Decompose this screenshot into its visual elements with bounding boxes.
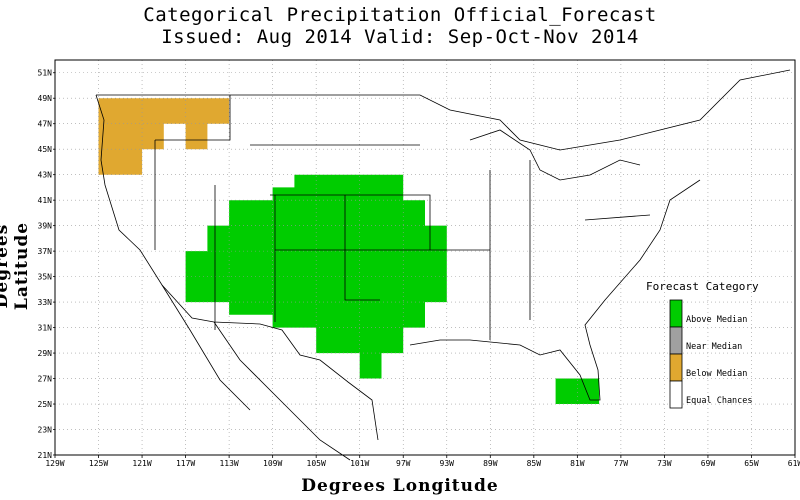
legend-swatch: [669, 299, 683, 328]
x-tick-label: 109W: [263, 459, 282, 468]
x-tick-label: 101W: [350, 459, 369, 468]
great-lakes: [469, 129, 641, 181]
us-boundary-west: [95, 94, 379, 441]
plot-frame: [54, 59, 796, 456]
y-tick-label: 43N: [38, 171, 53, 180]
baja-peninsula: [161, 284, 251, 411]
boundaries: [95, 69, 791, 461]
x-tick-label: 77W: [614, 459, 629, 468]
x-tick-label: 97W: [396, 459, 411, 468]
state-line-1: [155, 95, 231, 141]
x-tick-label: 61W: [788, 459, 800, 468]
map-title-line-2: Issued: Aug 2014 Valid: Sep-Oct-Nov 2014: [161, 26, 639, 48]
x-tick-label: 81W: [570, 459, 585, 468]
legend-swatch: [669, 380, 683, 409]
gulf-coast: [409, 179, 701, 401]
legend-label: Near Median: [686, 342, 742, 352]
y-tick-label: 39N: [38, 222, 53, 231]
mexico-coast: [213, 321, 351, 461]
y-tick-label: 23N: [38, 426, 53, 435]
y-tick-label: 41N: [38, 196, 53, 205]
state-line-5: [270, 194, 431, 250]
legend-label: Equal Chances: [686, 396, 753, 406]
x-axis-title: Degrees Longitude: [301, 476, 499, 496]
state-line-8: [344, 195, 380, 301]
y-tick-label: 35N: [38, 273, 53, 282]
x-tick-label: 65W: [744, 459, 759, 468]
y-tick-label: 51N: [38, 69, 53, 78]
y-tick-label: 21N: [38, 451, 53, 460]
y-tick-label: 37N: [38, 247, 53, 256]
legend: Forecast Category Above Median Near Media…: [646, 280, 759, 409]
x-tick-label: 121W: [132, 459, 151, 468]
axis-ticks: 129W 125W 121W 117W 113W 109W 105W 101W 97W 93W 89…: [38, 69, 800, 468]
y-tick-label: 27N: [38, 375, 53, 384]
us-canada-border: [96, 69, 791, 151]
forecast-regions: [98, 98, 600, 404]
y-tick-label: 25N: [38, 400, 53, 409]
legend-swatch: [669, 353, 683, 382]
legend-label: Above Median: [686, 315, 747, 325]
y-tick-label: 29N: [38, 349, 53, 358]
x-tick-label: 113W: [219, 459, 238, 468]
y-tick-label: 45N: [38, 145, 53, 154]
region-2: [555, 378, 600, 404]
y-tick-label: 49N: [38, 94, 53, 103]
map-title-line-1: Categorical Precipitation Official_Forec…: [143, 4, 657, 26]
y-tick-label: 33N: [38, 298, 53, 307]
x-tick-label: 125W: [89, 459, 108, 468]
state-line-11: [584, 214, 651, 221]
legend-swatch: [669, 326, 683, 355]
x-tick-label: 117W: [176, 459, 195, 468]
x-tick-label: 85W: [527, 459, 542, 468]
x-tick-label: 93W: [440, 459, 455, 468]
y-tick-label: 47N: [38, 120, 53, 129]
x-tick-label: 129W: [45, 459, 64, 468]
x-tick-label: 89W: [483, 459, 498, 468]
x-tick-label: 73W: [657, 459, 672, 468]
x-tick-label: 69W: [701, 459, 716, 468]
legend-title: Forecast Category: [646, 280, 759, 293]
legend-label: Below Median: [686, 369, 747, 379]
y-tick-label: 31N: [38, 324, 53, 333]
region-0: [98, 98, 230, 175]
y-axis-title: Degrees Latitude: [0, 221, 32, 311]
x-tick-label: 105W: [307, 459, 326, 468]
